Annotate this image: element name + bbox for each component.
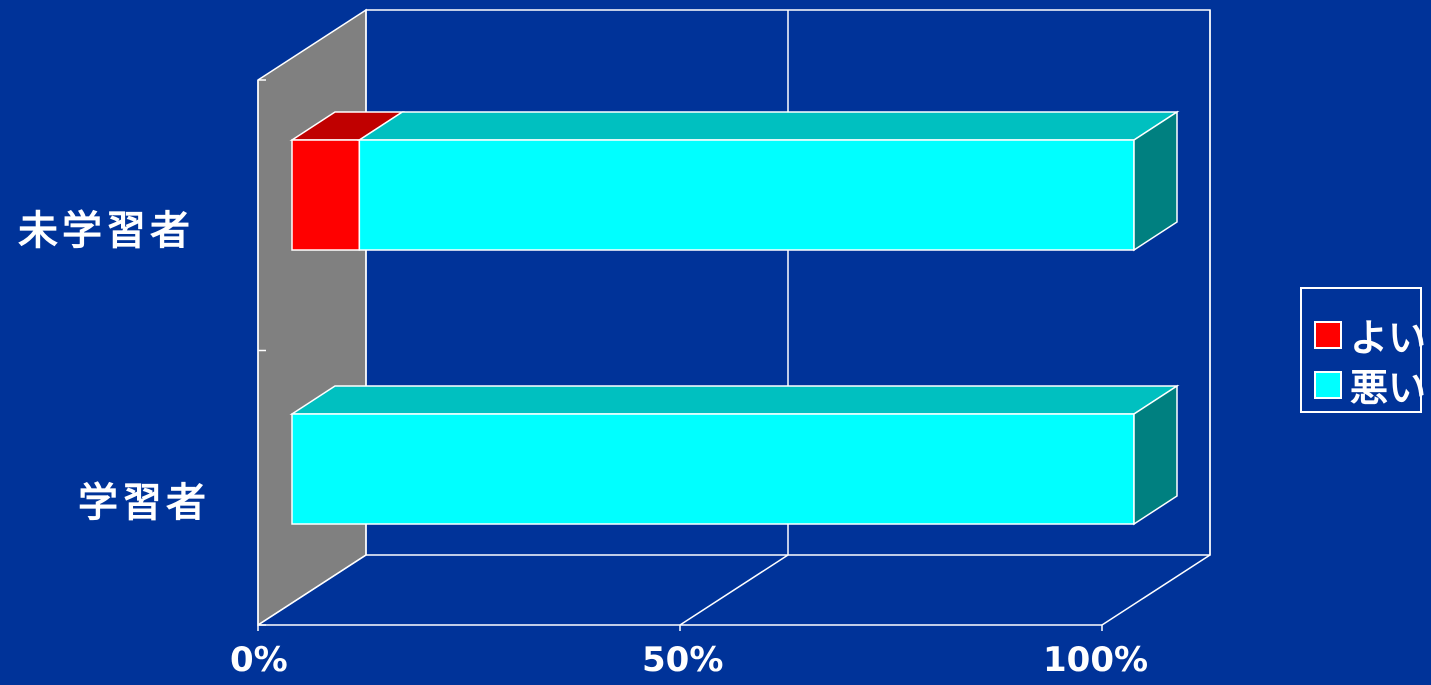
bar-0-series-1-front [358, 139, 1135, 251]
category-label-unlearned: 未学習者 [18, 208, 194, 254]
legend-item-good: よい [1314, 307, 1426, 362]
x-tick-100: 100% [1043, 640, 1149, 680]
bar-1-side [1133, 384, 1178, 526]
bar-1-series-1-top [289, 385, 1180, 415]
bar-0-series-0-front [291, 139, 361, 251]
legend: よい 悪い [1300, 287, 1426, 413]
bar-1-series-1-front [291, 413, 1135, 525]
legend-swatch-good [1314, 320, 1342, 349]
bar-0-series-1-top [356, 111, 1180, 141]
legend-swatch-bad [1314, 370, 1342, 399]
x-tick-0: 0% [230, 640, 288, 680]
x-tick-50: 50% [642, 640, 724, 680]
floor-gridline-2 [1101, 554, 1211, 626]
floor-gridline-0 [257, 554, 367, 626]
legend-item-bad: 悪い [1314, 357, 1426, 412]
legend-label-bad: 悪い [1350, 366, 1427, 410]
legend-label-good: よい [1350, 316, 1427, 360]
chart-side-wall [257, 8, 367, 627]
category-label-learned: 学習者 [78, 480, 210, 526]
floor-gridline-1 [679, 554, 789, 626]
bar-0-side [1133, 110, 1178, 252]
